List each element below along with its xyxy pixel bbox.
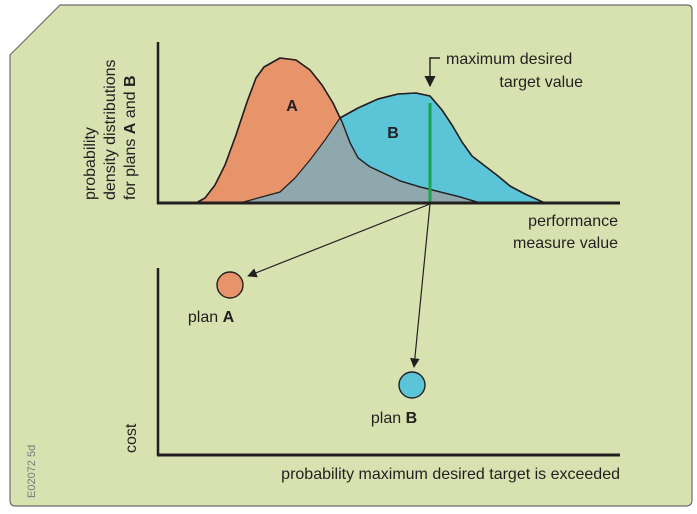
arrow-to-plan-b — [410, 203, 431, 368]
target-callout-leader — [424, 57, 440, 88]
cost-x-label: probability maximum desired target is ex… — [281, 466, 620, 483]
plan-b-label: plan B — [371, 410, 417, 427]
density-y-label-line2: density distributions — [102, 59, 119, 200]
curve-b-outline — [239, 92, 443, 204]
curve-a-label: A — [286, 98, 298, 115]
cost-chart: plan A plan B cost probability maximum d… — [123, 268, 620, 483]
density-x-label-line1: performance — [528, 213, 618, 230]
density-x-label-line2: measure value — [513, 235, 618, 252]
density-y-label-line3: for plans A and B — [122, 75, 139, 200]
plan-a-point — [216, 271, 244, 299]
figure-code: E02072 5d — [26, 445, 38, 498]
curve-b-label: B — [387, 125, 399, 142]
density-y-label-line1: probability — [82, 127, 99, 200]
curve-a-outline — [195, 57, 481, 204]
plan-b-point — [398, 371, 426, 399]
density-chart: maximum desired target value A B probabi… — [82, 42, 620, 252]
arrow-to-plan-a — [247, 203, 431, 278]
target-label-line1: maximum desired — [446, 51, 572, 68]
plan-a-label: plan A — [188, 309, 235, 326]
background-panel — [9, 4, 693, 507]
target-label-line2: target value — [499, 74, 583, 91]
cost-y-label: cost — [123, 423, 140, 453]
